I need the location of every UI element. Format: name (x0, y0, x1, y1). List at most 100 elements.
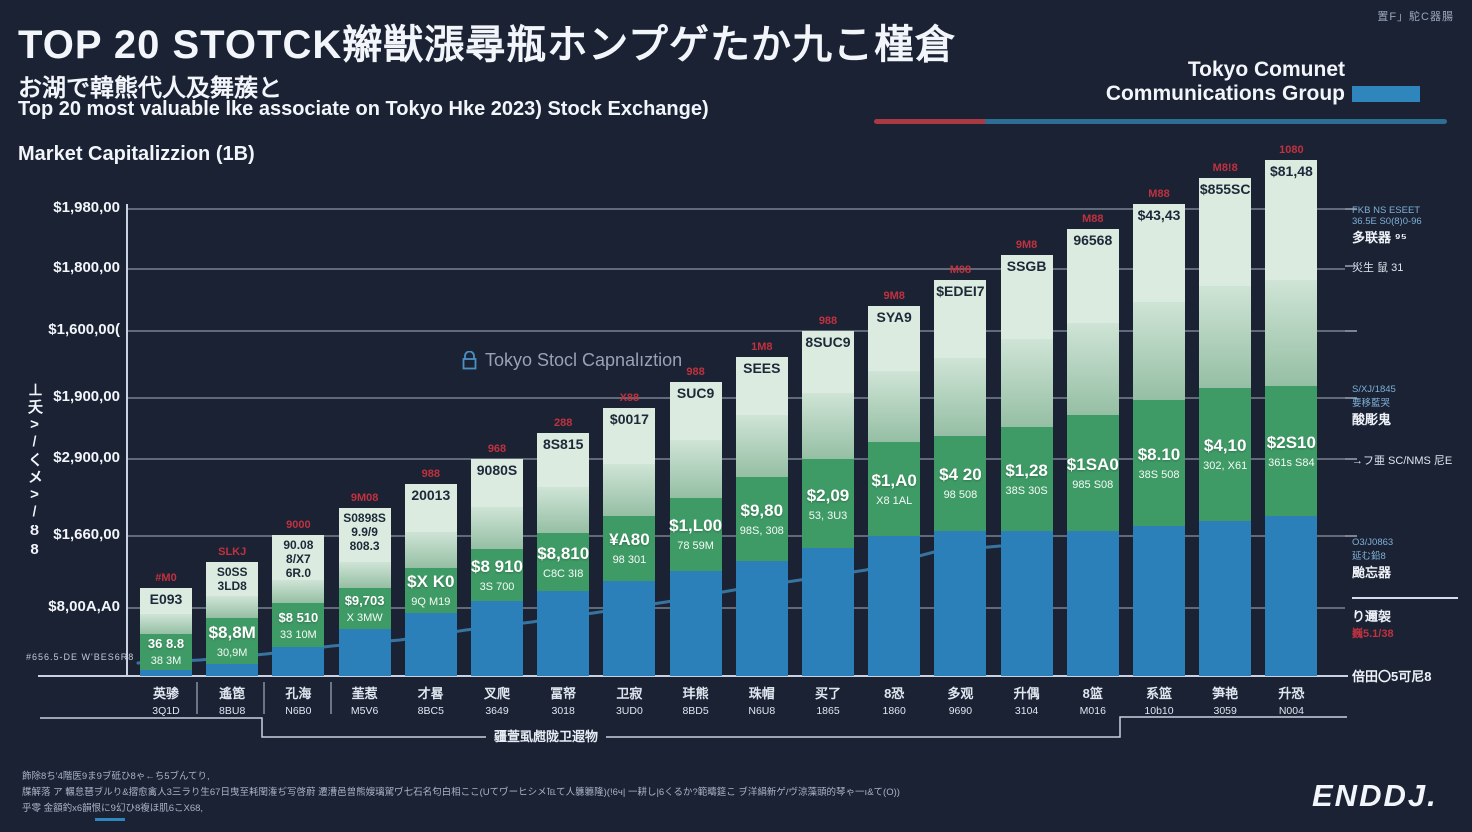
bar-cap-text: SEES (743, 360, 781, 376)
x-label-line-2: 8BC5 (417, 705, 444, 717)
x-label-line-1: 8篮 (1082, 686, 1103, 701)
bar: $43,43 $8.10 38S 508 (1133, 204, 1185, 676)
annotation-separator-line (1352, 597, 1458, 599)
bar-cap-text: 9.9/9 (351, 525, 378, 539)
bar-segment-blue (735, 561, 788, 676)
x-label-line-2: 3104 (1014, 705, 1039, 717)
bar-cap-text: 6R.0 (285, 566, 312, 580)
x-axis-tick-label: 买了 1865 (815, 683, 841, 717)
bar-sub-label: 985 S08 (1072, 478, 1114, 491)
x-label-line-1: 茥惹 (351, 686, 378, 701)
bar-green-label: $8 510 (278, 609, 319, 625)
bar-segment-lightgreen (669, 440, 722, 498)
header-divider-blue (985, 119, 1447, 124)
bar-green-label: $8.10 (1137, 444, 1181, 464)
x-label-line-2: 10b10 (1144, 705, 1174, 717)
bar-segment-green: $4 20 98 508 (934, 435, 987, 532)
x-label-separator (263, 682, 265, 714)
disclaimer-line-3: 乎零 金額釣x6韻恨に9幻ひ8複ほ肌6こX68, (22, 803, 204, 814)
bar-sub-label: 361s S84 (1268, 456, 1315, 469)
x-axis-tick-label: 珠帽 N6U8 (748, 683, 775, 717)
bar-value-label: M8!8 (1212, 162, 1238, 174)
bar-cap-text: S0SS (216, 565, 248, 579)
annotation-text: 延む鉛8 (1352, 551, 1386, 562)
annotation-text: り邇袈 (1352, 609, 1392, 624)
x-axis-tick-label: 笋艳 3059 (1212, 683, 1238, 717)
x-axis-tick-label: 系篮 10b10 (1144, 683, 1173, 717)
bar-segment-cap: E093 (140, 588, 192, 615)
lock-icon (462, 351, 477, 370)
bar-segment-green: $8.10 38S 508 (1133, 399, 1185, 526)
bar-green-label: $4,10 (1203, 436, 1247, 456)
bar-segment-green: $8,810 C8C 3I8 (537, 532, 590, 592)
bar-segment-green: $8 910 3S 700 (471, 548, 523, 602)
x-label-line-1: 卫寂 (616, 686, 643, 701)
x-label-line-2: N6U8 (748, 705, 776, 717)
annotation-text: O3/J0863 (1352, 537, 1394, 548)
x-axis-tick-label: 卫寂 3UD0 (616, 683, 643, 717)
bar-sub-label: 33 10M (280, 628, 317, 641)
bar: $0017 ¥A80 98 301 (603, 408, 656, 676)
gridline (127, 208, 1345, 210)
bar-segment-lightgreen (1133, 302, 1185, 400)
bar-segment-lightgreen (404, 532, 457, 568)
bar-segment-lightgreen (603, 464, 656, 516)
x-label-line-1: 买了 (814, 686, 842, 701)
bar: SYA9 $1,A0 X8 1AL (868, 306, 921, 677)
bracket-label: 疆萱虱甝陇卫遐物 (485, 726, 607, 745)
bar-value-label: 968 (487, 443, 507, 455)
bar-segment-cap: $855SC (1199, 178, 1252, 287)
x-label-line-2: N6B0 (285, 705, 312, 717)
bar-value-label: 9M8 (1015, 239, 1038, 251)
legend-line-1: Tokyo Comunet (1187, 58, 1345, 81)
y-axis-tick-label: $2,900,00 (53, 449, 120, 466)
bar-sub-label: C8C 3I8 (543, 567, 584, 580)
bar-cap-text: 20013 (411, 487, 451, 503)
bar-segment-green: $9,80 98S, 308 (735, 476, 788, 562)
x-label-line-1: 遙箆 (219, 686, 246, 701)
x-label-line-1: 孔海 (285, 686, 312, 701)
x-label-line-1: 玤熊 (682, 686, 709, 701)
bar-sub-label: 3S 700 (479, 580, 515, 593)
x-label-line-1: 英骖 (152, 686, 179, 701)
bar-value-label: M08 (949, 264, 972, 276)
bar-segment-green: 36 8.8 38 3M (140, 633, 192, 671)
page-title: TOP 20 STOTCK辮獣漲尋瓶ホンプゲたか九こ槿倉 (18, 23, 957, 67)
bar-segment-blue (603, 581, 656, 676)
bar-value-label: X88 (619, 392, 640, 404)
x-axis-tick-label: 冨帑 3018 (550, 683, 576, 717)
bar: SUC9 $1,L00 78 59M (669, 382, 722, 676)
annotation-group: S/XJ/1845 要移藍哭 酸彫鬼 (1352, 384, 1396, 428)
bar: $EDEI7 $4 20 98 508 (934, 280, 987, 676)
annotation-text: 災生 鼠 31 (1352, 262, 1404, 274)
bar-sub-label: 78 59M (677, 540, 714, 553)
annotation-group: り邇袈 巍5.1/38 (1352, 606, 1394, 641)
bar-cap-text: SSGB (1006, 258, 1047, 274)
bar-green-label: $2,09 (806, 485, 850, 505)
bar-sub-label: 53, 3U3 (808, 509, 848, 522)
bar-segment-blue (537, 591, 590, 676)
x-label-line-1: 系篮 (1145, 686, 1173, 701)
bar-segment-lightgreen (735, 415, 788, 477)
bar-segment-lightgreen (1199, 286, 1252, 388)
bar-segment-blue (1199, 520, 1252, 676)
x-label-line-2: 8BU8 (219, 705, 246, 717)
bar: SEES $9,80 98S, 308 (735, 357, 788, 676)
right-tick (1345, 265, 1357, 267)
bar-segment-cap: SEES (735, 357, 788, 416)
bar: 8S815 $8,810 C8C 3I8 (537, 433, 590, 676)
x-axis-tick-label: 8篮 M016 (1080, 683, 1106, 717)
bar: E093 36 8.8 38 3M (140, 588, 192, 676)
header-divider-red (874, 119, 985, 124)
bar-segment-cap: 20013 (404, 484, 457, 533)
bar-sub-label: 38S 30S (1005, 484, 1048, 497)
subtitle-japanese: お湖で韓熊代人及舞蔟と (18, 75, 282, 102)
x-label-line-1: 冨帑 (550, 686, 577, 701)
bar-cap-text: SYA9 (876, 309, 912, 325)
x-axis-tick-label: 8恐 1860 (883, 683, 906, 717)
y-axis-tick-label: $1,900,00 (53, 388, 120, 405)
bar-sub-label: 9Q M19 (411, 596, 451, 609)
bar-segment-lightgreen (1000, 339, 1053, 427)
bar-segment-lightgreen (1265, 280, 1318, 386)
